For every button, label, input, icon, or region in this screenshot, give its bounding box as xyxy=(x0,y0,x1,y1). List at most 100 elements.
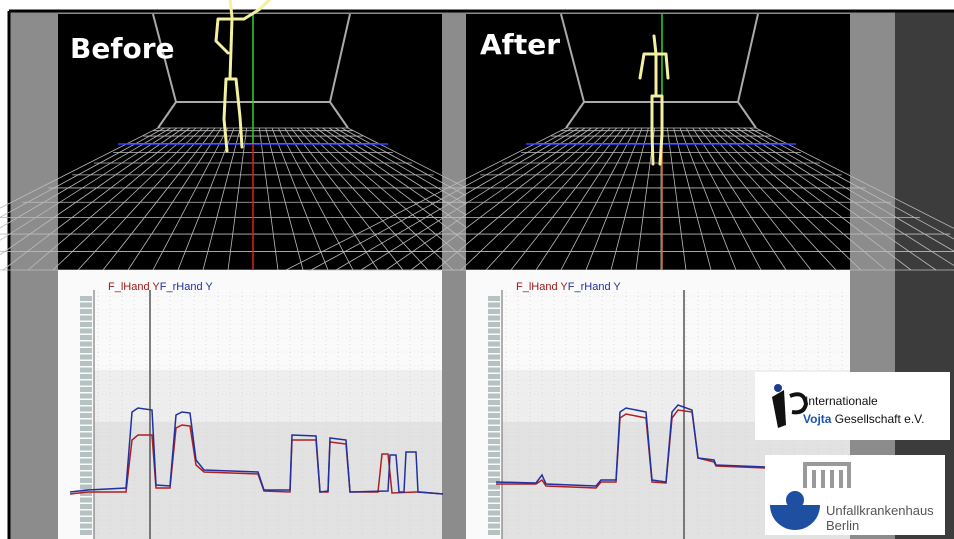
axis-scale xyxy=(488,419,500,425)
floor-grid xyxy=(258,127,279,271)
floor-grid xyxy=(560,127,637,271)
floor-grid xyxy=(0,127,159,209)
floor-grid xyxy=(0,127,165,218)
axis-scale xyxy=(80,445,92,451)
logo-box xyxy=(755,372,950,440)
axis-scale xyxy=(80,471,92,477)
legend-entry: F_rHand Y xyxy=(568,281,622,293)
floor-grid xyxy=(290,127,404,271)
axis-scale xyxy=(488,302,500,308)
vojta-logo: Internationale Vojta Gesellschaft e.V. xyxy=(755,372,950,440)
floor-grid xyxy=(309,127,479,271)
axis-scale xyxy=(80,523,92,529)
floor-grid xyxy=(202,127,241,271)
axis-scale xyxy=(80,348,92,353)
axis-scale xyxy=(80,296,92,301)
axis-scale xyxy=(80,374,92,379)
legend-entry: F_lHand Y xyxy=(108,281,160,293)
floor-grid xyxy=(755,127,954,229)
floor-grid xyxy=(666,127,687,271)
axis-scale xyxy=(488,393,500,399)
axis-scale xyxy=(80,510,92,516)
skeleton xyxy=(214,0,272,153)
logo-text: Internationale xyxy=(805,394,878,408)
logo-text: Vojta Gesellschaft e.V. xyxy=(803,412,924,426)
floor-grid xyxy=(679,127,737,271)
floor-grid xyxy=(102,127,216,271)
floor-grid xyxy=(227,127,248,271)
panel-label: After xyxy=(480,28,560,61)
axis-scale xyxy=(488,361,500,366)
floor-grid xyxy=(717,127,887,271)
axis-scale xyxy=(488,374,500,379)
axis-scale xyxy=(488,439,500,444)
logo-text: Unfallkrankenhaus xyxy=(826,503,934,518)
floor-grid xyxy=(535,127,630,271)
floor-grid xyxy=(285,127,567,271)
axis-scale xyxy=(488,510,500,516)
logo-building xyxy=(803,462,851,488)
axis-scale xyxy=(80,354,92,360)
floor-grid xyxy=(2,127,190,271)
logo-arc xyxy=(770,505,820,530)
axis-scale xyxy=(80,380,92,386)
axis-scale xyxy=(488,387,500,392)
axis-scale xyxy=(80,491,92,496)
logo-name: Vojta xyxy=(803,412,832,426)
floor-grid xyxy=(610,127,649,271)
axis-scale xyxy=(488,322,500,327)
scene-bg xyxy=(58,14,442,270)
floor-grid xyxy=(360,127,586,271)
axis-scale xyxy=(488,478,500,483)
floor-grid xyxy=(0,127,184,256)
legend-entry: F_rHand Y xyxy=(160,281,214,293)
scene-bg xyxy=(466,14,850,270)
axis-scale xyxy=(80,302,92,308)
axis-scale xyxy=(488,530,500,535)
floor-grid xyxy=(685,127,762,271)
floor-grid xyxy=(52,127,203,271)
floor-grid xyxy=(0,127,171,229)
logo-dot xyxy=(774,384,782,392)
floor-grid xyxy=(127,127,222,271)
floor-grid xyxy=(736,127,954,267)
side-bar xyxy=(895,11,954,539)
floor-grid xyxy=(585,127,643,271)
axis-scale xyxy=(488,445,500,451)
axis-scale xyxy=(488,504,500,509)
floor-grid xyxy=(284,127,379,271)
axis-scale xyxy=(488,413,500,418)
axis-scale xyxy=(488,491,500,496)
floor-grid xyxy=(152,127,229,271)
floor-grid xyxy=(749,127,954,240)
axis-scale xyxy=(80,465,92,470)
floor-grid xyxy=(705,127,837,271)
floor-grid xyxy=(410,127,598,271)
axis-scale xyxy=(80,309,92,314)
logo-mark xyxy=(789,392,809,415)
axis-scale xyxy=(80,361,92,366)
floor-grid xyxy=(711,127,862,271)
axis-scale xyxy=(488,426,500,431)
logo-dot xyxy=(786,491,804,509)
floor-grid xyxy=(297,127,429,271)
logo-mark xyxy=(772,390,786,428)
floor-grid xyxy=(730,127,937,271)
axis-scale xyxy=(80,413,92,418)
axis-scale xyxy=(488,465,500,470)
axis-scale xyxy=(488,517,500,522)
floor-grid xyxy=(77,127,209,271)
scene-view xyxy=(285,13,954,271)
axis-scale xyxy=(488,335,500,340)
axis-scale xyxy=(488,497,500,503)
signal-blue xyxy=(495,404,767,487)
floor-grid xyxy=(724,127,912,271)
floor-grid xyxy=(303,127,454,271)
axis-scale xyxy=(488,367,500,373)
plot-legend: F_lHand YF_rHand Y xyxy=(108,281,213,293)
floor-grid xyxy=(698,127,812,271)
signal-blue xyxy=(69,407,444,495)
axis-scale xyxy=(80,497,92,503)
